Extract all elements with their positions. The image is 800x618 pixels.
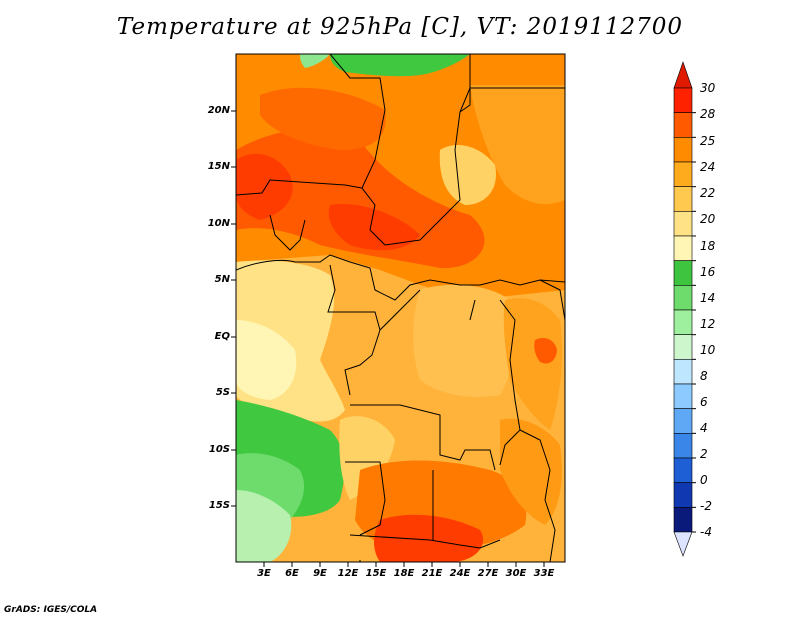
border-malawi-mozambique [519, 429, 556, 562]
field-lake-victoria-warm [534, 338, 557, 364]
colorbar-segment [673, 482, 693, 508]
border-nigeria [269, 214, 306, 251]
field-north-green-light [300, 54, 330, 68]
country-borders [236, 54, 565, 562]
colorbar-label-28: 28 [700, 107, 716, 121]
field-hot-core-west [236, 153, 293, 220]
colorbar-segment [673, 112, 693, 138]
field-northeast [470, 85, 565, 205]
colorbar-label-8: 8 [700, 369, 708, 383]
field-southwest-pale-green [236, 490, 292, 562]
colorbar-segment [673, 87, 693, 113]
lon-label-12e: 12E [337, 568, 359, 579]
colorbar-label-25: 25 [700, 134, 716, 148]
field-north-green [330, 54, 470, 77]
colorbar-label-12: 12 [700, 317, 716, 331]
colorbar-label-22: 22 [700, 186, 716, 200]
lat-label-15s: 15S [208, 500, 230, 511]
lat-label-10n: 10N [207, 218, 230, 229]
border-libya-sudan [459, 54, 471, 113]
colorbar [673, 61, 696, 557]
lon-label-18e: 18E [393, 568, 415, 579]
lat-label-15n: 15N [207, 161, 230, 172]
field-south-yellow [339, 416, 395, 500]
colorbar-segment [673, 161, 693, 187]
border-niger-chad [329, 54, 386, 246]
border-namibia-botswana [349, 534, 501, 549]
border-angola-namibia [345, 461, 386, 536]
colorbar-segment [673, 433, 693, 459]
border-cameroon-gabon [327, 264, 381, 396]
temperature-field [236, 54, 565, 562]
lat-label-20n: 20N [207, 105, 230, 116]
border-sahel [236, 179, 363, 196]
colorbar-bottom-arrow [673, 531, 693, 557]
lon-label-3e: 3E [257, 568, 271, 579]
colorbar-label-0: 0 [700, 473, 708, 487]
colorbar-label-4: 4 [700, 421, 708, 435]
colorbar-label-minus2: -2 [700, 499, 712, 513]
colorbar-segment [673, 334, 693, 360]
colorbar-segment [673, 235, 693, 261]
colorbar-segment [673, 309, 693, 335]
lat-label-5s: 5S [215, 387, 230, 398]
lon-label-30e: 30E [505, 568, 527, 579]
lon-label-9e: 9E [313, 568, 327, 579]
border-central [236, 254, 565, 301]
colorbar-segment [673, 211, 693, 237]
field-east-highlands [503, 298, 562, 430]
field-hot-belt [236, 129, 485, 269]
colorbar-segment [673, 285, 693, 311]
border-uganda [539, 279, 565, 321]
border-chad-sudan [384, 87, 565, 246]
colorbar-label-14: 14 [700, 291, 716, 305]
lat-label-eq: EQ [214, 331, 230, 342]
axis-ticks [231, 110, 545, 567]
colorbar-label-18: 18 [700, 239, 716, 253]
field-sudan-cool [439, 145, 496, 205]
border-angola-drc [350, 404, 496, 471]
field-north-red [260, 87, 386, 150]
grads-credit: GrADS: IGES/COLA [4, 605, 98, 615]
field-southeast-orange [500, 418, 562, 525]
colorbar-label-2: 2 [700, 447, 708, 461]
colorbar-segment [673, 260, 693, 286]
colorbar-label-16: 16 [700, 265, 716, 279]
field-west-pale [236, 320, 297, 400]
colorbar-segment [673, 359, 693, 385]
colorbar-segment [673, 408, 693, 434]
border-river [469, 299, 476, 321]
colorbar-segment [673, 457, 693, 483]
colorbar-label-20: 20 [700, 212, 716, 226]
colorbar-top-arrow [673, 61, 693, 89]
field-south-hot [374, 514, 484, 562]
map-frame [235, 53, 566, 563]
lon-label-33e: 33E [533, 568, 555, 579]
colorbar-segment [673, 383, 693, 409]
border-great-lakes [499, 299, 521, 466]
colorbar-label-minus4: -4 [700, 525, 712, 539]
lon-label-6e: 6E [285, 568, 299, 579]
lon-label-24e: 24E [449, 568, 471, 579]
map-title: Temperature at 925hPa [C], VT: 201911270… [116, 14, 684, 40]
colorbar-segment [673, 137, 693, 163]
colorbar-label-6: 6 [700, 395, 708, 409]
lat-label-10s: 10S [208, 444, 230, 455]
lat-label-5n: 5N [214, 274, 230, 285]
colorbar-label-30: 30 [700, 81, 716, 95]
colorbar-label-10: 10 [700, 343, 716, 357]
colorbar-segment [673, 186, 693, 212]
colorbar-segment [673, 507, 693, 533]
lon-label-21e: 21E [421, 568, 443, 579]
border-car-congo [379, 289, 421, 331]
colorbar-label-24: 24 [700, 160, 716, 174]
field-congo-basin [413, 284, 516, 397]
lon-label-27e: 27E [477, 568, 499, 579]
lon-label-15e: 15E [365, 568, 387, 579]
field-hot-core-center [328, 204, 420, 251]
